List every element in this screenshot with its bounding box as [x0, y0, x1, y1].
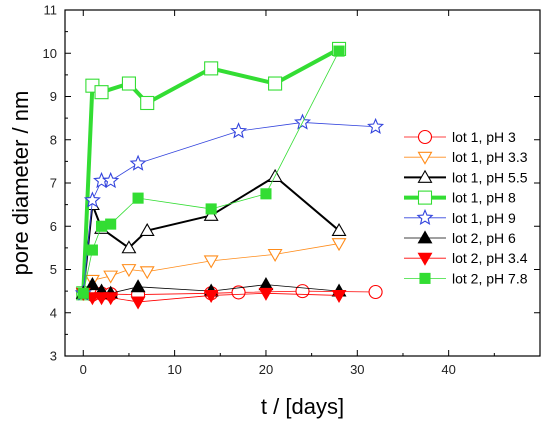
- series-5: [74, 113, 385, 301]
- legend-marker: [417, 151, 433, 165]
- series-line: [83, 290, 376, 295]
- legend-label: lot 2, pH 6: [452, 230, 516, 246]
- data-point: [331, 222, 347, 236]
- data-point: [331, 290, 347, 304]
- data-point: [102, 171, 120, 189]
- data-point: [203, 255, 219, 269]
- y-tick-label: 4: [50, 305, 57, 320]
- y-tick-label: 6: [50, 219, 57, 234]
- data-point: [95, 220, 108, 232]
- y-tick-label: 11: [44, 3, 58, 18]
- data-point: [94, 292, 109, 306]
- y-axis-title: pore diameter / nm: [8, 91, 33, 276]
- data-point: [139, 222, 155, 236]
- legend-entry: lot 1, pH 9: [404, 208, 516, 226]
- data-point: [84, 277, 100, 291]
- y-tick-label: 9: [50, 89, 57, 104]
- legend-entry: lot 1, pH 3: [404, 129, 516, 145]
- data-point: [105, 218, 117, 230]
- data-point: [203, 207, 219, 221]
- legend-entry: lot 2, pH 6: [404, 230, 516, 246]
- data-point: [132, 192, 144, 204]
- series-3: [75, 168, 347, 299]
- legend-marker: [417, 169, 433, 183]
- data-point: [121, 240, 137, 254]
- x-tick-label: 0: [80, 362, 87, 377]
- legend-marker: [417, 252, 433, 266]
- legend-label: lot 2, pH 7.8: [452, 270, 528, 286]
- data-point: [231, 285, 246, 300]
- legend-entry: lot 1, pH 5.5: [404, 169, 528, 185]
- legend-entry: lot 2, pH 7.8: [404, 270, 528, 286]
- y-tick-label: 3: [50, 349, 57, 364]
- data-point: [205, 203, 217, 215]
- data-point: [130, 279, 146, 293]
- data-point: [204, 61, 219, 76]
- y-tick-label: 7: [50, 176, 57, 191]
- legend-entry: lot 1, pH 3.3: [404, 149, 528, 165]
- data-point: [331, 238, 347, 252]
- data-point: [103, 292, 119, 306]
- data-point: [86, 244, 98, 256]
- data-point: [203, 290, 219, 304]
- data-point: [84, 292, 100, 306]
- data-point: [295, 284, 310, 299]
- data-point: [121, 76, 136, 91]
- data-point: [129, 154, 147, 171]
- legend-label: lot 2, pH 3.4: [452, 250, 528, 266]
- legend-label: lot 1, pH 8: [452, 190, 516, 206]
- x-tick-label: 30: [350, 362, 364, 377]
- x-axis-title: t / [days]: [261, 394, 344, 419]
- data-point: [139, 266, 155, 280]
- data-point: [77, 287, 89, 299]
- data-point: [130, 296, 146, 310]
- legend-marker: [417, 129, 433, 145]
- legend-marker: [417, 230, 433, 244]
- y-tick-label: 8: [50, 132, 57, 147]
- data-point: [333, 45, 345, 57]
- data-point: [140, 95, 155, 111]
- data-point: [267, 248, 283, 262]
- x-tick-label: 10: [167, 362, 181, 377]
- legend-label: lot 1, pH 3.3: [452, 149, 528, 165]
- y-tick-label: 5: [50, 262, 57, 277]
- series-8: [77, 45, 345, 299]
- series-line: [82, 175, 340, 294]
- legend-label: lot 1, pH 3: [452, 129, 516, 145]
- data-point: [230, 122, 248, 139]
- data-point: [367, 117, 385, 134]
- legend-entry: lot 1, pH 8: [404, 190, 516, 206]
- y-tick-label: 10: [43, 46, 57, 61]
- data-point: [94, 85, 109, 100]
- data-point: [258, 277, 274, 291]
- x-tick-label: 40: [441, 362, 455, 377]
- legend-marker: [417, 190, 433, 205]
- legend-marker: [416, 208, 434, 226]
- legend-marker: [419, 272, 431, 284]
- data-point: [368, 284, 383, 300]
- data-point: [121, 264, 137, 278]
- legend-entry: lot 2, pH 3.4: [404, 250, 528, 266]
- data-point: [83, 191, 101, 208]
- series-7: [75, 287, 347, 310]
- x-tick-label: 20: [259, 362, 273, 377]
- data-point: [103, 270, 119, 284]
- data-point: [258, 287, 274, 301]
- data-point: [260, 188, 272, 200]
- data-point: [268, 76, 283, 91]
- legend-label: lot 1, pH 5.5: [452, 169, 528, 185]
- legend-label: lot 1, pH 9: [452, 210, 516, 226]
